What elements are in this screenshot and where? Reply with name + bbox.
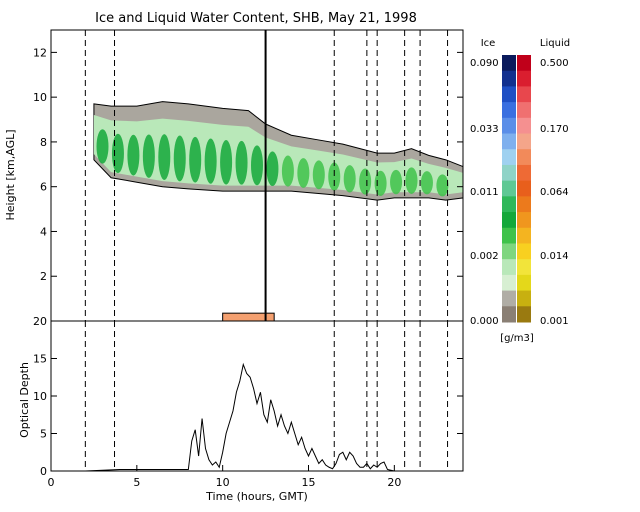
colorbar-ice-swatch [502, 227, 516, 244]
ice-cloud-core [343, 165, 356, 193]
ice-cloud-core [111, 133, 124, 174]
ice-cloud-core [204, 138, 217, 184]
ice-cloud-core [251, 145, 263, 186]
bottom-y-tick-label: 10 [33, 390, 47, 403]
ice-cloud-core [266, 151, 279, 187]
colorbar-liquid-tick-label: 0.001 [540, 316, 569, 327]
top-y-tick-label: 4 [40, 225, 47, 238]
colorbar-liquid-swatch [517, 196, 531, 213]
colorbar-ice-swatch [502, 149, 516, 166]
colorbar-liquid-swatch [517, 164, 531, 182]
colorbar-liquid-swatch [517, 133, 531, 150]
ice-cloud-core [390, 169, 403, 195]
ice-cloud-light-band [93, 115, 464, 195]
water-content-plot: 2 4 6 8 10 12 Height [km,AGL] [4, 29, 464, 322]
colorbar-liquid-swatch [517, 274, 531, 292]
ice-cloud-core [374, 170, 387, 196]
colorbar-ice-tick-label: 0.002 [470, 251, 499, 262]
colorbar-ice-swatch [502, 164, 516, 182]
colorbar-liquid-swatch [517, 290, 531, 307]
colorbar-liquid-swatch [517, 102, 531, 119]
chart-title: Ice and Liquid Water Content, SHB, May 2… [95, 11, 417, 26]
colorbar-ice-swatch [502, 133, 516, 150]
colorbar-ice-swatch [502, 180, 516, 197]
ice-cloud-core [328, 162, 341, 191]
ice-cloud-core [420, 171, 433, 195]
x-tick-label: 0 [48, 476, 55, 489]
colorbar-liquid-swatch [517, 306, 531, 323]
colorbar-ice-swatch [502, 243, 516, 260]
colorbar-liquid-tick-label: 0.064 [540, 187, 569, 198]
colorbar-liquid-tick-label: 0.170 [540, 124, 569, 135]
colorbar-ice-swatch [502, 70, 516, 87]
ice-cloud-core [96, 129, 109, 164]
colorbar-ice-swatch [502, 117, 516, 135]
optical-depth-plot: 0 5 10 15 20 0 5 10 15 20 Optical Depth Time (hou… [18, 315, 464, 503]
ice-cloud-core [173, 135, 186, 182]
colorbar-liquid-swatch [517, 243, 531, 260]
colorbar-liquid-swatch [517, 212, 531, 229]
colorbar-ice-swatch [502, 102, 516, 119]
ice-cloud-core [235, 140, 248, 185]
top-y-tick-label: 10 [33, 91, 47, 104]
colorbar-ice-swatch [502, 290, 516, 307]
ice-cloud-core [220, 140, 233, 185]
colorbar-ice-swatch [502, 196, 516, 213]
colorbar-liquid-swatch [517, 227, 531, 244]
colorbar-liquid-swatch [517, 259, 531, 276]
colorbar-liquid-swatch [517, 117, 531, 135]
ice-cloud-core [436, 174, 449, 197]
x-axis-label: Time (hours, GMT) [205, 490, 308, 503]
ice-cloud-core [297, 158, 310, 188]
top-y-tick-label: 8 [40, 136, 47, 149]
colorbar-liquid-swatch [517, 180, 531, 197]
x-tick-label: 5 [133, 476, 140, 489]
ice-cloud-core [158, 134, 171, 181]
bottom-y-axis-label: Optical Depth [18, 362, 31, 438]
top-y-tick-label: 6 [40, 181, 47, 194]
top-y-axis-label: Height [km,AGL] [4, 129, 17, 220]
optical-depth-line [51, 362, 463, 472]
x-tick-label: 20 [387, 476, 401, 489]
bottom-plot-frame [50, 320, 464, 472]
colorbar-ice-swatch [502, 259, 516, 276]
bottom-y-tick-label: 20 [33, 315, 47, 328]
colorbar-units: [g/m3] [500, 333, 534, 344]
bottom-y-tick-label: 0 [40, 465, 47, 478]
top-y-tick-label: 12 [33, 46, 47, 59]
colorbar-ice-swatch [502, 212, 516, 229]
x-tick-label: 10 [216, 476, 230, 489]
colorbar-ice-tick-label: 0.033 [470, 124, 499, 135]
colorbar-ice-tick-label: 0.090 [470, 58, 499, 69]
ice-cloud-core [127, 134, 140, 176]
colorbar-liquid-swatch [517, 70, 531, 87]
ice-cloud-core [312, 160, 325, 190]
colorbar-ice-label: Ice [481, 38, 496, 49]
colorbar-liquid-tick-label: 0.500 [540, 58, 569, 69]
colorbar-ice-tick-label: 0.011 [470, 187, 499, 198]
colorbar-ice-tick-label: 0.000 [470, 316, 499, 327]
ice-cloud-core [281, 155, 294, 187]
colorbar-ice-swatch [502, 306, 516, 323]
colorbar-liquid-swatch [517, 149, 531, 166]
x-tick-label: 15 [302, 476, 316, 489]
colorbar-ice-swatch [502, 274, 516, 292]
colorbar: Ice Liquid 0.090 0.033 0.011 0.002 0.000 0.50… [470, 38, 570, 344]
bottom-y-tick-label: 5 [40, 428, 47, 441]
colorbar-ice-swatch [502, 55, 516, 72]
colorbar-liquid-tick-label: 0.014 [540, 251, 569, 262]
colorbar-liquid-label: Liquid [540, 38, 570, 49]
colorbar-liquid-swatch [517, 86, 531, 103]
ice-cloud-core [189, 136, 202, 183]
ice-cloud-core [405, 167, 418, 194]
top-y-tick-label: 2 [40, 270, 47, 283]
colorbar-liquid-swatch [517, 55, 531, 72]
ice-cloud-core [142, 134, 155, 178]
ice-cloud-core [359, 168, 372, 195]
colorbar-ice-swatch [502, 86, 516, 103]
bottom-y-tick-label: 15 [33, 353, 47, 366]
